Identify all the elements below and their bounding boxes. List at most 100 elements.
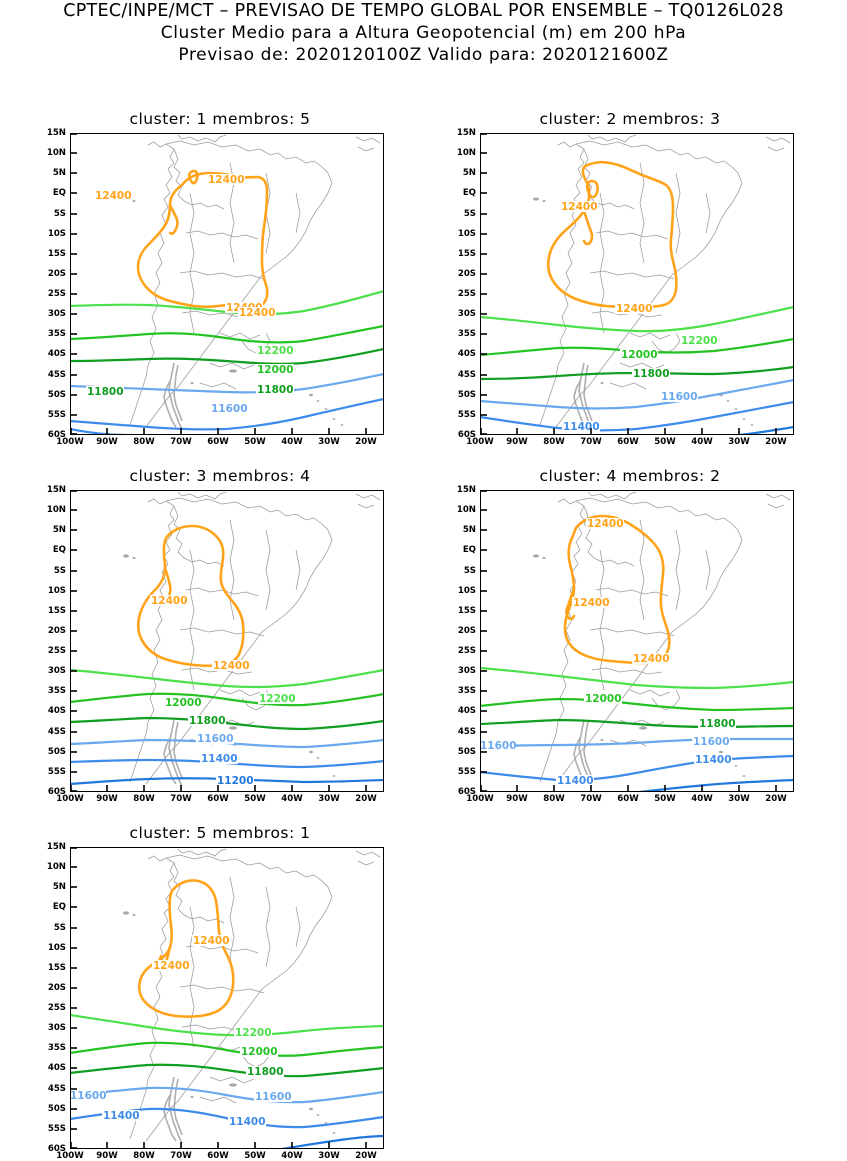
contour-12200 xyxy=(480,305,794,333)
contour-11800 xyxy=(70,347,384,365)
contour-plot-4: 12400 12400 12400 12000 11800 11600 1160… xyxy=(480,490,794,792)
x-axis-tick-label: 70W xyxy=(580,794,602,804)
x-axis-tick-label: 70W xyxy=(170,794,192,804)
y-axis-tick-label: EQ xyxy=(52,188,66,198)
contour-label-11600: 11600 xyxy=(661,391,698,403)
contour-label-11600: 11600 xyxy=(480,740,517,752)
y-axis-tick-label: 40S xyxy=(457,706,476,716)
x-axis-tick-label: 20W xyxy=(355,1151,377,1161)
contour-11600 xyxy=(70,1086,384,1104)
y-axis-tick-label: 15S xyxy=(47,249,66,259)
contour-label-11800: 11800 xyxy=(87,386,124,398)
y-axis-tick-label: 25S xyxy=(457,289,476,299)
y-axis-tick-label: 50S xyxy=(457,747,476,757)
plot-area-cluster-2[interactable]: 12400 12400 12200 12000 11800 11600 1140… xyxy=(480,133,794,435)
x-axis-tick-label: 90W xyxy=(96,1151,118,1161)
y-axis-tick-label: 15N xyxy=(46,842,66,852)
contour-12200 xyxy=(480,666,794,690)
contour-label-12000: 12000 xyxy=(585,693,622,705)
panel-cluster-2: cluster: 2 membros: 3 xyxy=(430,110,830,450)
y-axis-tick-label: 30S xyxy=(47,309,66,319)
panel-cluster-4: cluster: 4 membros: 2 xyxy=(430,467,830,807)
contour-label-11400: 11400 xyxy=(695,754,732,766)
y-axis-tick-label: 45S xyxy=(47,370,66,380)
contour-label-11800: 11800 xyxy=(189,715,226,727)
y-axis-tick-label: 35S xyxy=(457,686,476,696)
x-axis-tick-label: 60W xyxy=(207,794,229,804)
contour-label-12400: 12400 xyxy=(193,935,230,947)
y-axis-tick-label: 45S xyxy=(47,727,66,737)
contour-label-12400: 12400 xyxy=(208,174,245,186)
contour-label-12000: 12000 xyxy=(621,349,658,361)
y-axis-tick-label: 5N xyxy=(52,882,66,892)
panel-title-cluster-2: cluster: 2 membros: 3 xyxy=(539,110,721,128)
header-line-2: Cluster Medio para a Altura Geopotencial… xyxy=(160,23,687,43)
y-axis-tick-label: 50S xyxy=(47,747,66,757)
contour-plot-3: 12400 12400 12200 12000 11800 11600 1140… xyxy=(70,490,384,792)
y-axis-tick-label: 10S xyxy=(457,586,476,596)
y-axis-tick-label: 20S xyxy=(47,626,66,636)
x-axis-tick-label: 40W xyxy=(691,794,713,804)
panel-title-cluster-4: cluster: 4 membros: 2 xyxy=(539,467,721,485)
y-axis-tick-label: 20S xyxy=(457,626,476,636)
contour-11600 xyxy=(70,372,384,394)
y-axis-tick-label: 60S xyxy=(47,787,66,797)
x-axis-tick-label: 20W xyxy=(765,794,787,804)
contour-11200 xyxy=(638,778,794,792)
x-axis-tick-label: 20W xyxy=(355,437,377,447)
x-axis-tick-label: 20W xyxy=(355,794,377,804)
contour-label-11600: 11600 xyxy=(197,733,234,745)
x-axis-tick-label: 40W xyxy=(691,437,713,447)
contour-label-11400: 11400 xyxy=(103,1110,140,1122)
contour-label-11600: 11600 xyxy=(70,1090,107,1102)
plot-area-cluster-4[interactable]: 12400 12400 12400 12000 11800 11600 1160… xyxy=(480,490,794,792)
y-axis-tick-label: 5N xyxy=(462,168,476,178)
panel-title-cluster-1: cluster: 1 membros: 5 xyxy=(129,110,311,128)
x-axis-tick-label: 50W xyxy=(654,437,676,447)
contour-label-11200: 11200 xyxy=(217,775,254,787)
plot-area-cluster-3[interactable]: 12400 12400 12200 12000 11800 11600 1140… xyxy=(70,490,384,792)
y-axis-tick-label: 15N xyxy=(456,485,476,495)
x-axis-tick-label: 80W xyxy=(133,1151,155,1161)
x-axis-tick-label: 80W xyxy=(133,437,155,447)
contour-label-12200: 12200 xyxy=(235,1027,272,1039)
contour-11400 xyxy=(480,754,794,782)
y-axis-tick-label: 40S xyxy=(457,349,476,359)
y-axis-tick-label: 30S xyxy=(47,1023,66,1033)
contour-label-11600: 11600 xyxy=(693,736,730,748)
x-axis-tick-label: 40W xyxy=(281,437,303,447)
plot-area-cluster-1[interactable]: 12400 12400 12400 12400 12200 12000 1180… xyxy=(70,133,384,435)
contour-label-12000: 12000 xyxy=(165,697,202,709)
plot-area-cluster-5[interactable]: 12400 12400 12200 12000 11800 11600 1160… xyxy=(70,847,384,1149)
y-axis-tick-label: 5S xyxy=(463,566,476,576)
y-axis-tick-label: 25S xyxy=(47,289,66,299)
y-axis-tick-label: 5S xyxy=(53,923,66,933)
y-axis-tick-label: 35S xyxy=(457,329,476,339)
y-axis-tick-label: 55S xyxy=(47,410,66,420)
y-axis-tick-label: 10N xyxy=(456,505,476,515)
contour-label-11600: 11600 xyxy=(255,1091,292,1103)
y-axis-tick-label: 50S xyxy=(457,390,476,400)
contour-label-12400: 12400 xyxy=(213,660,250,672)
contour-label-12400: 12400 xyxy=(616,303,653,315)
contour-label-12400: 12400 xyxy=(153,960,190,972)
contour-11600 xyxy=(480,378,794,410)
contour-11400 xyxy=(70,397,384,431)
y-axis-tick-label: 40S xyxy=(47,1063,66,1073)
x-axis-tick-label: 30W xyxy=(318,1151,340,1161)
contour-label-12000: 12000 xyxy=(257,364,294,376)
y-axis-tick-label: 10N xyxy=(46,148,66,158)
y-axis-tick-label: 55S xyxy=(457,410,476,420)
y-axis-tick-label: 55S xyxy=(47,767,66,777)
y-axis-tick-label: EQ xyxy=(52,902,66,912)
x-axis-tick-label: 100W xyxy=(56,1151,84,1161)
y-axis-tick-label: 10S xyxy=(47,943,66,953)
x-axis-tick-label: 20W xyxy=(765,437,787,447)
y-axis-tick-label: 60S xyxy=(457,430,476,440)
x-axis-tick-label: 60W xyxy=(207,1151,229,1161)
panel-title-cluster-3: cluster: 3 membros: 4 xyxy=(129,467,311,485)
y-axis-tick-label: EQ xyxy=(52,545,66,555)
contour-label-12400: 12400 xyxy=(239,307,276,319)
y-axis-tick-label: 45S xyxy=(47,1084,66,1094)
contour-label-12200: 12200 xyxy=(257,345,294,357)
